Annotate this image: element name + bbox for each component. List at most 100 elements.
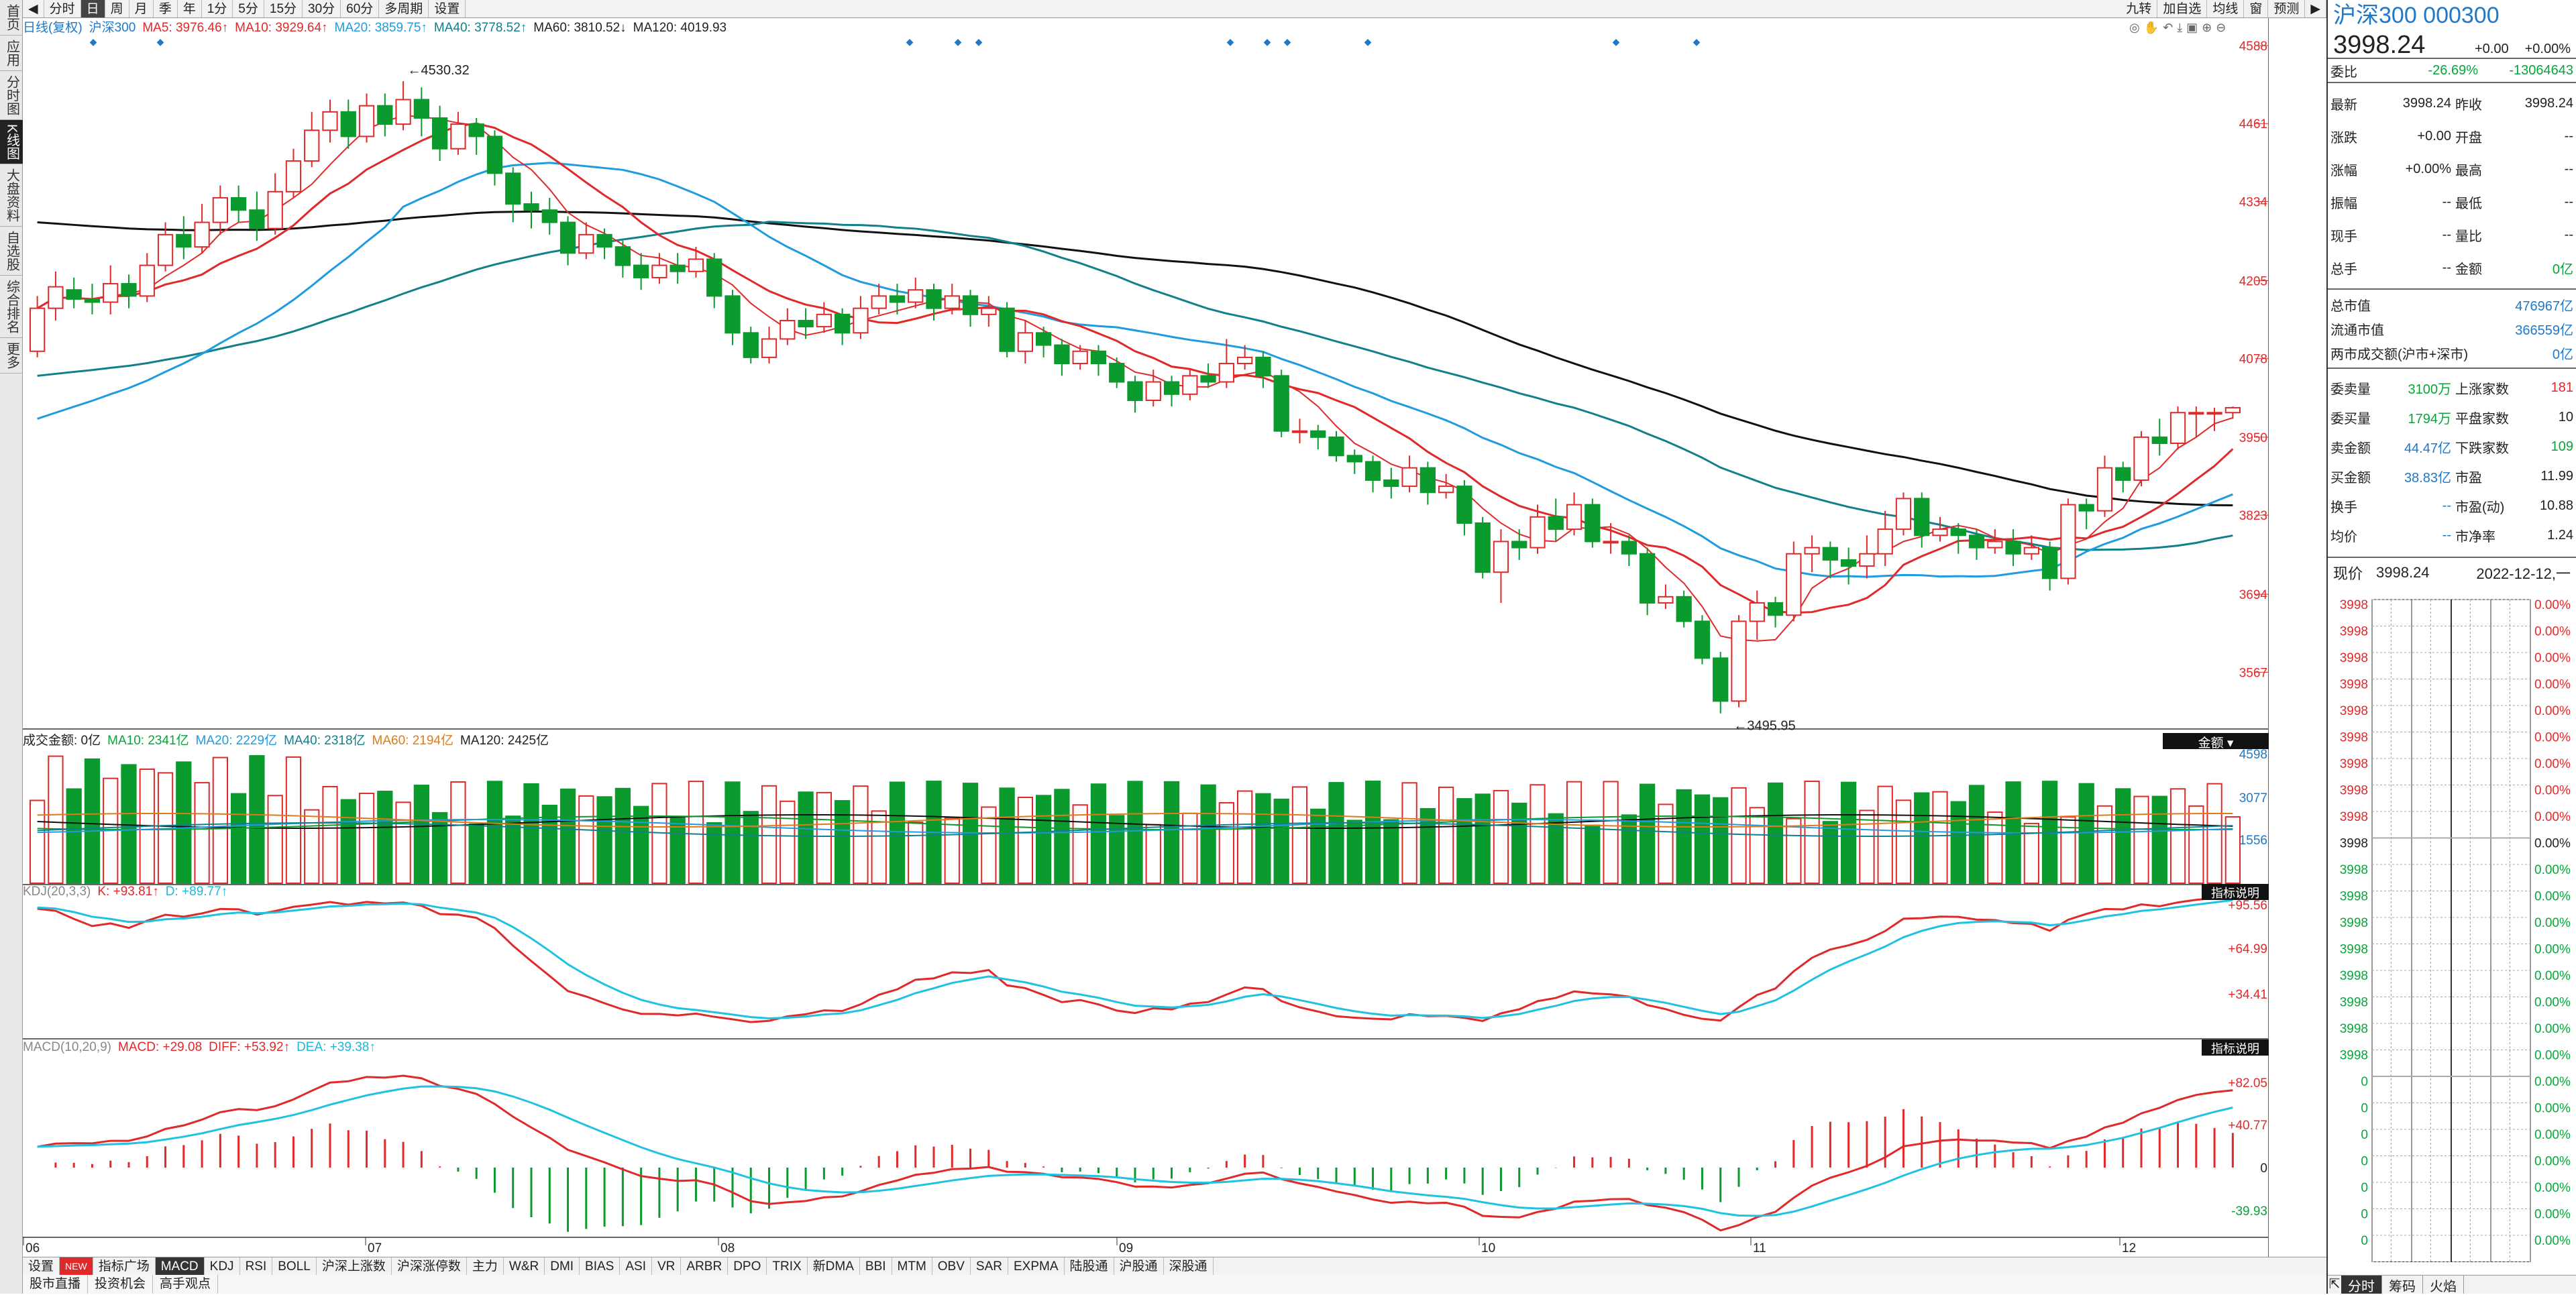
chart-area[interactable]: 4588 4461 4334 4205 4078 3950 3823 3694 3567 ◆ ◆ ◆ ◆… bbox=[23, 18, 2269, 1257]
period-tab-7[interactable]: 5分 bbox=[233, 0, 264, 17]
indicator-tab-15[interactable]: ARBR bbox=[681, 1257, 729, 1275]
top-tool-4[interactable]: 预测 bbox=[2268, 0, 2306, 17]
period-tab-9[interactable]: 30分 bbox=[303, 0, 341, 17]
indicator-tab-24[interactable]: 陆股通 bbox=[1065, 1257, 1114, 1275]
tick-pct-label: 0.00% bbox=[2534, 731, 2571, 745]
period-tab-6[interactable]: 1分 bbox=[202, 0, 233, 17]
expand-icon[interactable]: ⇱ bbox=[2328, 1277, 2341, 1292]
month-label: 09 bbox=[1119, 1241, 1133, 1255]
top-tool-3[interactable]: 窗 bbox=[2244, 0, 2269, 17]
sidebar-item-6[interactable]: 综合排名 bbox=[0, 276, 23, 339]
volume-bar bbox=[853, 785, 869, 885]
indicator-tab-25[interactable]: 沪股通 bbox=[1114, 1257, 1164, 1275]
period-tab-5[interactable]: 年 bbox=[178, 0, 202, 17]
period-toolbar: ◀ 分时日周月季年 1分 5分 15分 30分 60分 多周期 设置 九转 加自选 均线窗预测 ▶ bbox=[23, 0, 2326, 18]
sidebar-item-0[interactable]: 首页 bbox=[0, 0, 23, 36]
vol-axis-label: 1556 bbox=[2239, 834, 2267, 848]
intraday-mini-chart[interactable]: 3998 0.00% 3998 0.00% 3998 0.00% 3998 0.00% 3998… bbox=[2328, 597, 2576, 1274]
sidebar-item-3[interactable]: K线图 bbox=[0, 120, 23, 165]
volume-bar bbox=[798, 791, 814, 884]
chart-tool-icons[interactable]: ◎✋↶⤓▣⊕⊖ bbox=[2129, 21, 2231, 34]
bottom-tab-1[interactable]: 投资机会 bbox=[88, 1275, 154, 1294]
next-arrow-icon[interactable]: ▶ bbox=[2305, 0, 2326, 17]
indicator-tab-20[interactable]: MTM bbox=[892, 1257, 932, 1275]
macd-dea-line bbox=[37, 1085, 2233, 1217]
candle-body bbox=[66, 289, 82, 300]
volume-bar bbox=[1749, 807, 1765, 885]
indicator-tab-6[interactable]: BOLL bbox=[272, 1257, 317, 1275]
period-tab-12[interactable]: 设置 bbox=[429, 0, 466, 17]
kline-chart[interactable]: 4588 4461 4334 4205 4078 3950 3823 3694 3567 ◆ ◆ ◆ ◆… bbox=[23, 18, 2269, 1257]
indicator-tab-9[interactable]: 主力 bbox=[467, 1257, 504, 1275]
period-tab-2[interactable]: 周 bbox=[105, 0, 129, 17]
indicator-tab-26[interactable]: 深股通 bbox=[1164, 1257, 1214, 1275]
amount-button[interactable]: 金额 ▾ bbox=[2163, 733, 2269, 750]
volume-bar bbox=[1621, 814, 1638, 884]
volume-bar bbox=[1072, 804, 1088, 885]
period-tab-3[interactable]: 月 bbox=[129, 0, 154, 17]
bottom-tab-2[interactable]: 高手观点 bbox=[153, 1275, 219, 1294]
quote-label: 昨收 bbox=[2455, 98, 2482, 113]
period-tab-11[interactable]: 多周期 bbox=[379, 0, 429, 17]
indicator-tab-18[interactable]: 新DMA bbox=[808, 1257, 860, 1275]
period-tab-0[interactable]: 分时 bbox=[44, 0, 81, 17]
top-right-tools: 九转 加自选 均线窗预测 ▶ bbox=[2121, 0, 2326, 17]
sidebar-item-2[interactable]: 分时图 bbox=[0, 71, 23, 120]
top-tool-2[interactable]: 均线 bbox=[2207, 0, 2245, 17]
indicator-tab-16[interactable]: DPO bbox=[728, 1257, 767, 1275]
stat-value: 181 bbox=[2551, 380, 2573, 395]
period-tab-1[interactable]: 日 bbox=[80, 0, 105, 17]
kdj-help-button[interactable]: 指标说明 bbox=[2202, 884, 2269, 900]
indicator-tab-23[interactable]: EXPMA bbox=[1008, 1257, 1065, 1275]
macd-help-button[interactable]: 指标说明 bbox=[2202, 1039, 2269, 1056]
indicator-tab-2[interactable]: 指标广场 bbox=[93, 1257, 156, 1275]
indicator-tab-12[interactable]: BIAS bbox=[580, 1257, 621, 1275]
volume-bar bbox=[1640, 783, 1656, 884]
candle-body bbox=[432, 117, 448, 150]
sidebar-item-4[interactable]: 大盘资料 bbox=[0, 164, 23, 227]
cap-label: 两市成交额(沪市+深市) bbox=[2330, 347, 2468, 362]
indicator-tab-19[interactable]: BBI bbox=[860, 1257, 892, 1275]
period-tab-4[interactable]: 季 bbox=[154, 0, 178, 17]
period-tab-10[interactable]: 60分 bbox=[341, 0, 380, 17]
indicator-tab-10[interactable]: W&R bbox=[504, 1257, 545, 1275]
indicator-tab-17[interactable]: TRIX bbox=[767, 1257, 808, 1275]
macd-legend-name: MACD(10,20,9) bbox=[23, 1040, 111, 1054]
candle-body bbox=[541, 209, 557, 223]
indicator-tab-1[interactable]: NEW bbox=[60, 1257, 93, 1275]
indicator-tab-3[interactable]: MACD bbox=[155, 1257, 205, 1275]
quote-bottom-tab-2[interactable]: 火焰 bbox=[2423, 1276, 2464, 1294]
indicator-tab-13[interactable]: ASI bbox=[620, 1257, 652, 1275]
volume-bar bbox=[1273, 798, 1289, 885]
volume-bar bbox=[2133, 795, 2149, 884]
vol-legend-ma20: MA20: 2229亿 bbox=[195, 734, 278, 748]
tick-pct-label: 0.00% bbox=[2534, 996, 2571, 1010]
quote-bottom-tab-1[interactable]: 筹码 bbox=[2382, 1276, 2423, 1294]
indicator-tab-5[interactable]: RSI bbox=[240, 1257, 273, 1275]
candle-body bbox=[1218, 363, 1235, 383]
indicator-tab-14[interactable]: VR bbox=[652, 1257, 682, 1275]
quote-bottom-tab-0[interactable]: 分时 bbox=[2341, 1276, 2382, 1294]
now-label: 现价 bbox=[2333, 565, 2363, 582]
indicator-tab-4[interactable]: KDJ bbox=[205, 1257, 240, 1275]
indicator-tab-22[interactable]: SAR bbox=[971, 1257, 1008, 1275]
candle-body bbox=[614, 246, 631, 266]
bottom-tab-0[interactable]: 股市直播 bbox=[23, 1275, 89, 1294]
indicator-tab-21[interactable]: OBV bbox=[932, 1257, 971, 1275]
now-date: 2022-12-12,一 bbox=[2476, 565, 2571, 582]
indicator-tab-7[interactable]: 沪深上涨数 bbox=[317, 1257, 392, 1275]
sidebar-item-5[interactable]: 自选股 bbox=[0, 227, 23, 276]
top-tool-0[interactable]: 九转 bbox=[2121, 0, 2158, 17]
nav-arrow-icon[interactable]: ◀ bbox=[23, 0, 44, 17]
indicator-tabs: 设置 NEW 指标广场 MACD KDJ RSI BOLL 沪深上涨数 沪深涨停数 主力 W&R DM… bbox=[23, 1257, 2326, 1275]
sidebar-item-7[interactable]: 更多 bbox=[0, 338, 23, 374]
stat-value: 109 bbox=[2551, 439, 2573, 454]
top-tool-1[interactable]: 加自选 bbox=[2157, 0, 2208, 17]
sidebar-item-1[interactable]: 应用 bbox=[0, 36, 23, 71]
volume-bar bbox=[84, 758, 101, 885]
indicator-tab-8[interactable]: 沪深涨停数 bbox=[392, 1257, 467, 1275]
candle-body bbox=[231, 196, 247, 211]
indicator-tab-0[interactable]: 设置 bbox=[23, 1257, 60, 1275]
indicator-tab-11[interactable]: DMI bbox=[545, 1257, 580, 1275]
period-tab-8[interactable]: 15分 bbox=[264, 0, 303, 17]
